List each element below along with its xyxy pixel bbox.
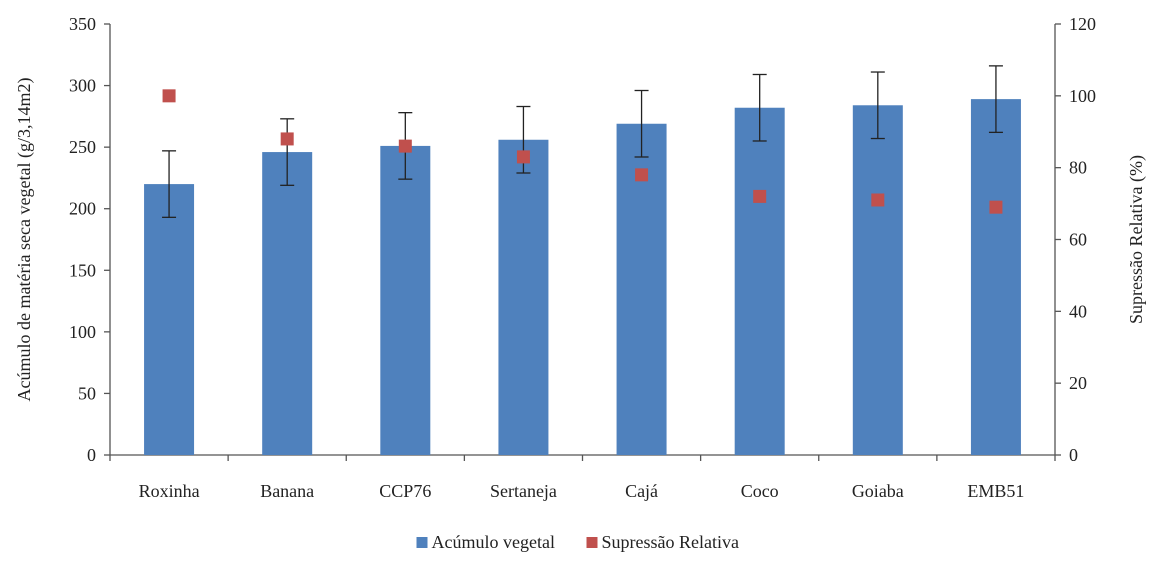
y-axis-right-title: Supressão Relativa (%) (1126, 155, 1147, 324)
legend-label-supressao: Supressão Relativa (602, 532, 739, 552)
point (871, 193, 885, 207)
bar (498, 139, 549, 456)
point (162, 89, 176, 103)
y-right-tick-label: 20 (1069, 373, 1087, 393)
x-category-label: EMB51 (967, 481, 1024, 501)
point (398, 139, 412, 153)
y-left-tick-label: 250 (69, 137, 96, 157)
y-left-tick-label: 50 (78, 383, 96, 403)
bar (852, 105, 903, 455)
labels-group: 0 50 100 150 200 250 300 350 0 20 40 60 80 100 120 Roxi… (14, 14, 1147, 501)
y-axis-left-title: Acúmulo de matéria seca vegetal (g/3,14m… (14, 78, 35, 402)
bars-group (144, 99, 1021, 456)
x-category-label: Sertaneja (490, 481, 557, 501)
bar (970, 99, 1021, 456)
bar (734, 107, 785, 455)
point (989, 200, 1003, 214)
bar (144, 184, 195, 456)
legend-group: Acúmulo vegetal Supressão Relativa (416, 532, 739, 552)
x-category-label: Roxinha (139, 481, 200, 501)
y-left-tick-label: 100 (69, 322, 96, 342)
y-right-tick-label: 40 (1069, 301, 1087, 321)
legend-label-acumulo: Acúmulo vegetal (432, 532, 555, 552)
bar (262, 152, 313, 455)
legend-swatch-acumulo (416, 537, 428, 548)
x-category-label: Cajá (625, 481, 658, 501)
bar (380, 145, 431, 455)
x-category-label: CCP76 (379, 481, 431, 501)
y-right-tick-label: 0 (1069, 445, 1078, 465)
x-category-label: Banana (260, 481, 314, 501)
y-left-tick-label: 200 (69, 199, 96, 219)
error-bars-group (162, 65, 1003, 218)
x-category-label: Goiaba (852, 481, 904, 501)
point (516, 150, 530, 164)
points-group (162, 89, 1003, 214)
legend-swatch-supressao (586, 537, 598, 548)
y-right-tick-label: 80 (1069, 158, 1087, 178)
y-left-tick-label: 350 (69, 14, 96, 34)
y-left-tick-label: 150 (69, 260, 96, 280)
point (753, 189, 767, 203)
y-right-tick-label: 100 (1069, 86, 1096, 106)
point (280, 132, 294, 146)
axes-group (104, 23, 1061, 461)
point (635, 168, 649, 182)
y-right-tick-label: 120 (1069, 14, 1096, 34)
y-left-tick-label: 300 (69, 76, 96, 96)
y-right-tick-label: 60 (1069, 230, 1087, 250)
x-category-label: Coco (741, 481, 779, 501)
y-left-tick-label: 0 (87, 445, 96, 465)
